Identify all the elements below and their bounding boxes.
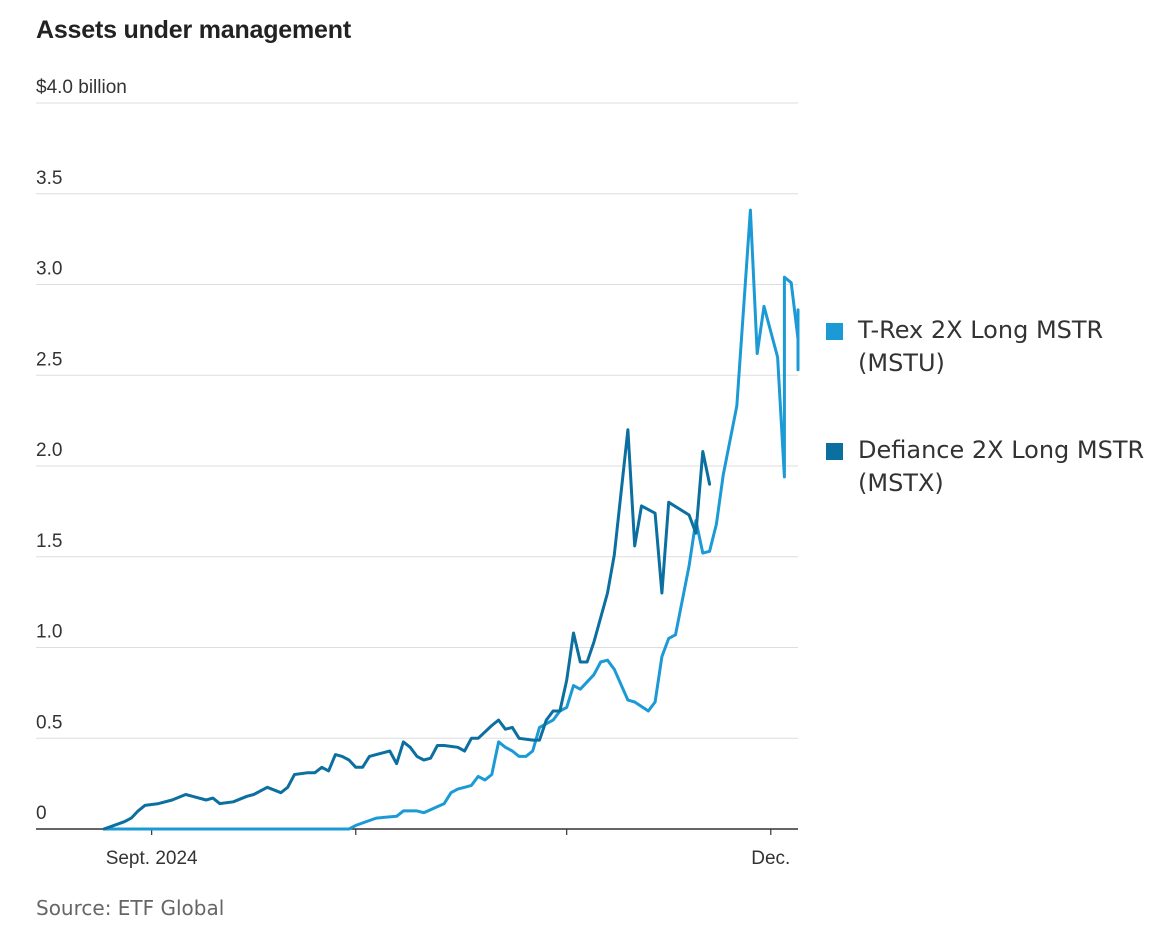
chart-title: Assets under management (36, 16, 351, 44)
source-note: Source: ETF Global (36, 896, 225, 920)
series-lines (102, 208, 800, 831)
legend-swatch-mstu (826, 323, 843, 340)
legend-swatch-mstx (826, 443, 843, 460)
legend-label-mstx: Defiance 2X Long MSTR (MSTX) (858, 436, 1145, 497)
series-line-mstx (102, 428, 712, 831)
y-tick-label: 1.5 (36, 531, 62, 552)
y-tick-label: 2.5 (36, 349, 62, 370)
y-tick-label: 2.0 (36, 440, 62, 461)
legend-label-mstu: T-Rex 2X Long MSTR (MSTU) (858, 316, 1104, 377)
y-tick-label: 1.0 (36, 622, 62, 643)
y-axis-ticks: 0 0.5 1.0 1.5 2.0 2.5 3.0 3.5 $4.0 billion (36, 77, 127, 824)
x-tick-label: Dec. (751, 848, 790, 869)
y-tick-label: 0.5 (36, 712, 62, 733)
x-tick-label: Sept. 2024 (106, 848, 198, 869)
y-tick-label: $4.0 billion (36, 77, 127, 98)
legend-item-mstx: Defiance 2X Long MSTR (MSTX) (826, 434, 1156, 500)
x-axis: Sept. 2024 Dec. (36, 828, 798, 869)
y-tick-label: 0 (36, 803, 47, 824)
legend-item-mstu: T-Rex 2X Long MSTR (MSTU) (826, 314, 1156, 380)
y-tick-label: 3.0 (36, 259, 62, 280)
series-line-mstu (102, 208, 800, 831)
gridlines (36, 102, 798, 739)
y-tick-label: 3.5 (36, 168, 62, 189)
